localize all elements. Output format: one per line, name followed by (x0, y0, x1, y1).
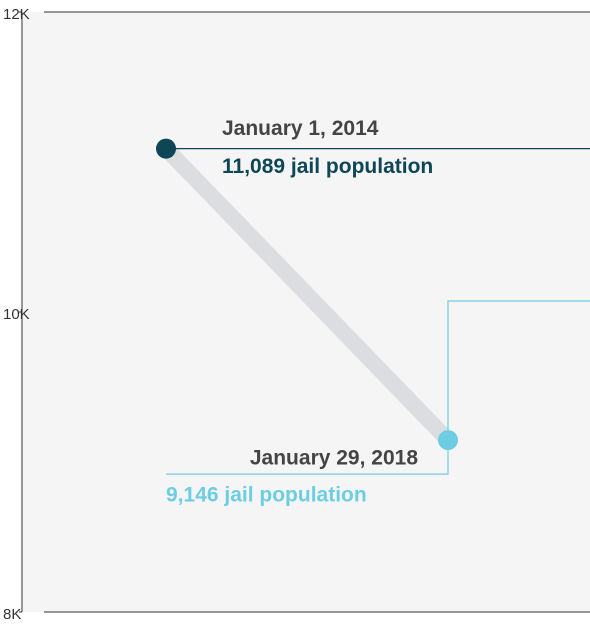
value-label: 11,089 jail population (222, 155, 433, 178)
y-tick-label: 10K (3, 306, 30, 323)
value-label: 9,146 jail population (166, 484, 367, 507)
point (156, 138, 176, 159)
y-tick-label: 12K (3, 6, 30, 23)
connector (158, 140, 456, 449)
date-label: January 29, 2018 (250, 447, 418, 470)
point (438, 430, 458, 451)
y-tick-label: 8K (3, 606, 21, 623)
plot-background (22, 12, 590, 612)
leader-line (166, 300, 590, 475)
date-label: January 1, 2014 (222, 117, 379, 140)
